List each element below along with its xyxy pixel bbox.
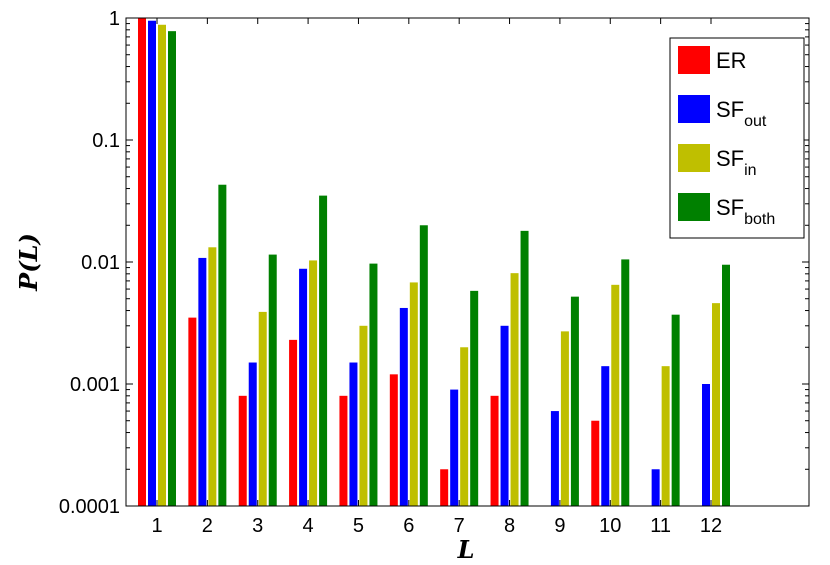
bar-sfboth-L8 xyxy=(520,230,529,507)
bar-sfout-L7 xyxy=(450,389,459,506)
bar-sfboth-L3 xyxy=(268,254,277,506)
y-axis-label: P(L) xyxy=(14,233,43,292)
bar-sfin-L8 xyxy=(510,273,519,506)
bar-sfout-L6 xyxy=(399,307,408,506)
x-tick-label: 7 xyxy=(454,515,465,537)
bar-er-L6 xyxy=(389,374,398,506)
bar-er-L4 xyxy=(289,339,298,506)
legend-label-sfin: SFin xyxy=(716,146,757,179)
bar-sfin-L3 xyxy=(258,311,267,506)
bar-er-L7 xyxy=(440,469,449,506)
y-tick-label: 0.0001 xyxy=(59,496,120,518)
bar-sfout-L3 xyxy=(248,362,257,506)
bar-sfin-L5 xyxy=(359,325,368,506)
bar-sfout-L12 xyxy=(702,384,710,506)
bar-sfin-L11 xyxy=(661,366,670,506)
bar-er-L8 xyxy=(490,395,499,506)
y-tick-label: 0.01 xyxy=(81,252,120,274)
bar-sfin-L2 xyxy=(208,247,217,507)
legend-swatch-sfboth xyxy=(678,193,710,221)
x-tick-label: 3 xyxy=(252,515,263,537)
x-tick-label: 1 xyxy=(151,515,162,537)
bar-er-L5 xyxy=(339,395,348,506)
legend-swatch-sfout xyxy=(678,95,710,123)
legend-swatch-sfin xyxy=(678,144,710,172)
x-tick-label: 8 xyxy=(504,515,515,537)
bar-er-L2 xyxy=(188,317,197,506)
bar-sfboth-L1 xyxy=(168,31,176,506)
x-tick-label: 2 xyxy=(202,515,213,537)
bar-sfout-L4 xyxy=(299,268,308,506)
bar-er-L3 xyxy=(238,395,247,506)
x-tick-label: 6 xyxy=(403,515,414,537)
bar-er-L1 xyxy=(138,18,146,506)
legend-label-main: SF xyxy=(716,146,744,171)
bar-sfboth-L4 xyxy=(319,195,328,506)
bar-sfboth-L9 xyxy=(570,296,579,506)
y-tick-label: 0.1 xyxy=(92,130,120,152)
bar-sfout-L2 xyxy=(198,257,207,506)
legend-swatch-er xyxy=(678,46,710,74)
x-axis-label: L xyxy=(457,535,475,564)
legend-label-sub: out xyxy=(744,113,767,130)
bar-sfboth-L10 xyxy=(621,259,630,506)
x-tick-label: 10 xyxy=(599,515,621,537)
bar-sfin-L9 xyxy=(560,331,569,506)
legend-label-sub: both xyxy=(744,211,775,228)
bar-sfboth-L12 xyxy=(722,264,730,506)
bar-sfin-L6 xyxy=(409,282,418,506)
legend-label-main: ER xyxy=(716,48,747,73)
legend-label-sfout: SFout xyxy=(716,97,767,130)
bar-sfin-L1 xyxy=(158,24,166,507)
bar-sfin-L7 xyxy=(460,347,469,506)
x-tick-label: 11 xyxy=(650,515,671,537)
bar-sfboth-L5 xyxy=(369,263,378,506)
x-tick-label: 9 xyxy=(554,515,565,537)
legend-label-sub: in xyxy=(744,162,756,179)
y-tick-label: 1 xyxy=(109,8,120,30)
bars-group xyxy=(138,18,730,507)
bar-sfout-L1 xyxy=(148,20,156,506)
legend-label-er: ER xyxy=(716,48,747,73)
y-tick-label: 0.001 xyxy=(70,374,120,396)
bar-sfboth-L11 xyxy=(671,314,680,506)
legend-label-main: SF xyxy=(716,195,744,220)
x-tick-label: 5 xyxy=(353,515,364,537)
bar-er-L10 xyxy=(591,420,600,506)
bar-sfin-L12 xyxy=(712,303,720,506)
legend-label-main: SF xyxy=(716,97,744,122)
bar-sfboth-L7 xyxy=(470,290,479,506)
bar-sfout-L9 xyxy=(550,411,559,506)
bar-sfboth-L6 xyxy=(419,225,428,506)
bar-sfout-L8 xyxy=(500,325,509,506)
x-tick-label: 12 xyxy=(700,515,722,537)
bar-sfout-L5 xyxy=(349,362,358,506)
bar-sfout-L11 xyxy=(651,469,660,506)
bar-sfin-L10 xyxy=(611,284,620,506)
x-tick-label: 4 xyxy=(303,515,314,537)
legend-label-sfboth: SFboth xyxy=(716,195,775,228)
bar-sfboth-L2 xyxy=(218,184,227,506)
bar-sfout-L10 xyxy=(601,366,610,506)
bar-sfin-L4 xyxy=(309,260,318,506)
